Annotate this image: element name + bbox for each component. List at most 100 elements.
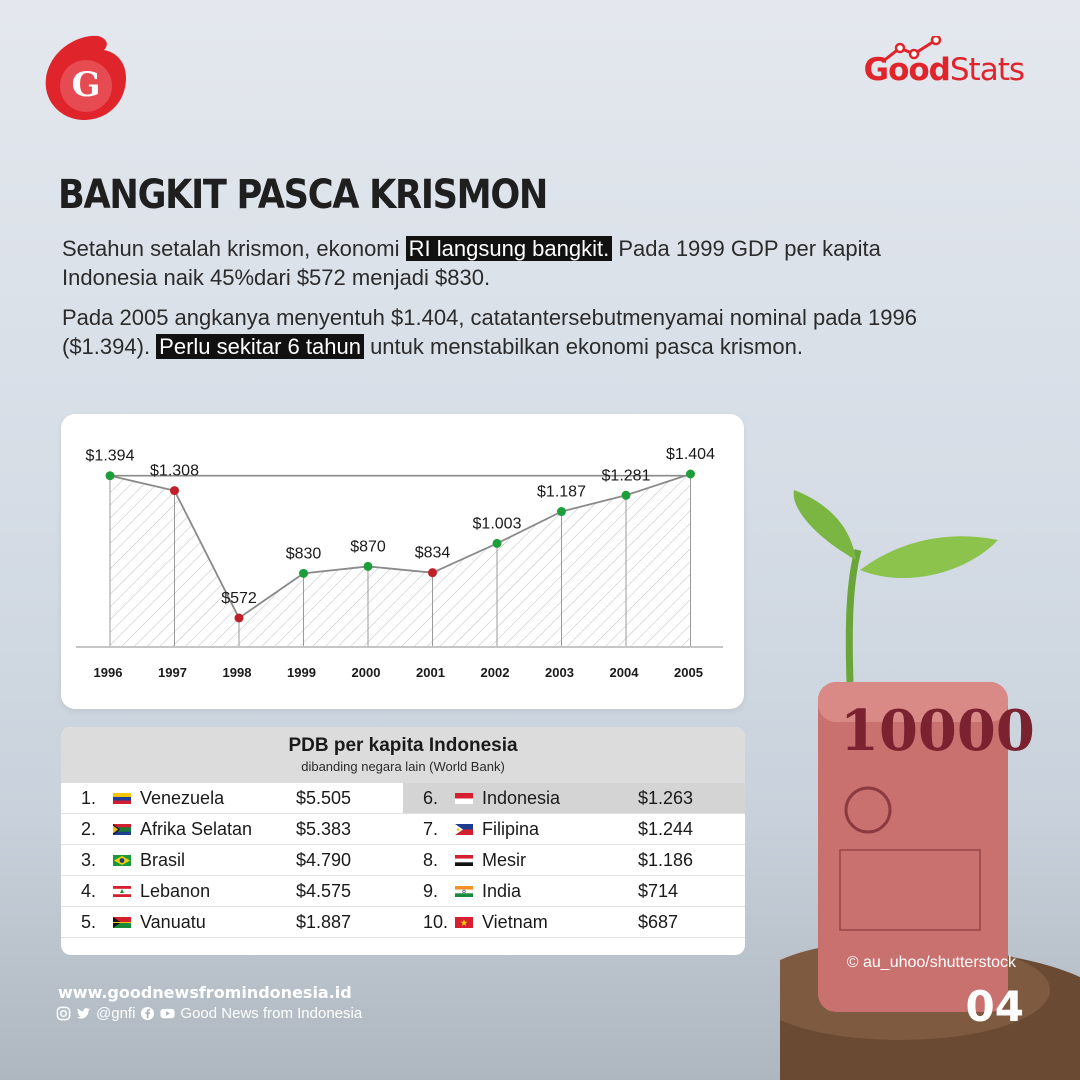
country-name: Filipina (482, 818, 540, 839)
country-name: Afrika Selatan (140, 818, 253, 839)
data-point (234, 613, 244, 623)
table-row: 9. India $714 (403, 876, 745, 907)
comparison-table: PDB per kapita Indonesia dibanding negar… (61, 727, 745, 955)
table-row: 3. Brasil $4.790 (61, 845, 403, 876)
data-point (170, 486, 179, 496)
plant-banknote-illustration: 10000 (780, 490, 1080, 1080)
youtube-icon[interactable] (160, 1006, 175, 1021)
table-title: PDB per kapita Indonesia (288, 735, 518, 756)
x-tick-label: 2005 (674, 665, 703, 680)
trend-icon (881, 36, 942, 64)
gdp-value: $1.887 (296, 911, 352, 932)
x-tick-label: 2002 (481, 665, 510, 680)
data-point (621, 490, 631, 500)
goodstats-light: Stats (949, 52, 1025, 88)
brazil-flag-icon (113, 854, 140, 866)
rank: 2. (81, 818, 97, 839)
facebook-icon[interactable] (140, 1006, 155, 1021)
chart-svg: $1.394 $1.308 $572 $830 $870 $834 $1.003 $1.187… (76, 446, 723, 680)
x-tick-label: 1997 (158, 665, 187, 680)
x-tick-label: 1996 (94, 665, 123, 680)
rank: 6. (423, 787, 439, 808)
table-row: 6. Indonesia $1.263 (403, 783, 745, 814)
table-row: 8. Mesir $1.186 (403, 845, 745, 876)
logo-letter: G (71, 65, 100, 105)
gdp-value: $1.186 (638, 849, 694, 870)
data-label: $1.394 (86, 448, 135, 465)
paragraph-2-text-b: untuk menstabilkan ekonomi pasca krismon… (363, 334, 803, 359)
philippines-flag-icon (455, 823, 482, 835)
paragraph-2: Pada 2005 angkanya menyentuh $1.404, cat… (62, 303, 922, 361)
series-line (109, 473, 691, 620)
data-label: $830 (286, 545, 322, 562)
paragraph-1-text-b: Pada 1999 GDP per kapita Indonesia naik … (62, 236, 881, 290)
country-name: Indonesia (482, 787, 561, 808)
gdp-value: $5.505 (296, 787, 352, 808)
x-tick-label: 2000 (352, 665, 381, 680)
x-tick-label: 1999 (287, 665, 316, 680)
table-column-left: 1. Venezuela $5.505 2. Afrika Selatan $5.383 3… (61, 783, 403, 938)
goodstats-logo: GoodStats (863, 36, 1025, 88)
rank: 7. (423, 818, 439, 839)
country-name: Brasil (140, 849, 186, 870)
table-row: 4. Lebanon $4.575 (61, 876, 403, 907)
vanuatu-flag-icon (113, 916, 140, 928)
country-name: Vietnam (482, 911, 548, 932)
rank: 3. (81, 849, 97, 870)
photo-credit: © au_uhoo/shutterstock (846, 954, 1016, 971)
rank: 10. (423, 911, 449, 932)
rank: 8. (423, 849, 439, 870)
data-label: $1.308 (150, 463, 199, 480)
website-link[interactable]: www.goodnewsfromindonesia.id (58, 983, 352, 1002)
instagram-icon[interactable] (56, 1006, 71, 1021)
table-subtitle: dibanding negara lain (World Bank) (301, 759, 505, 774)
country-name: Vanuatu (140, 911, 206, 932)
table-row: 7. Filipina $1.244 (403, 814, 745, 845)
data-label: $834 (415, 545, 451, 562)
indonesia-flag-icon (455, 792, 482, 804)
table-row: 1. Venezuela $5.505 (61, 783, 403, 814)
gdp-value: $4.790 (296, 849, 352, 870)
country-name: Lebanon (140, 880, 211, 901)
paragraph-1: Setahun setalah krismon, ekonomi RI lang… (62, 234, 922, 292)
paragraph-1-text-a: Setahun setalah krismon, ekonomi (62, 236, 406, 261)
gdp-value: $5.383 (296, 818, 352, 839)
gnfi-logo: G (45, 35, 127, 120)
table-column-right: 6. Indonesia $1.263 7. Filipina $1.244 8. Mesir… (403, 783, 745, 938)
data-label: $1.187 (537, 484, 586, 501)
rank: 5. (81, 911, 97, 932)
country-name: India (482, 880, 522, 901)
twitter-icon[interactable] (76, 1006, 91, 1021)
social-links: @gnfi Good News from Indonesia (56, 1005, 362, 1022)
table-header: PDB per kapita Indonesia dibanding negar… (61, 727, 745, 783)
data-point (428, 568, 437, 578)
chart-area-fill (110, 474, 691, 647)
social-handle[interactable]: @gnfi (96, 1005, 136, 1022)
country-name: Mesir (482, 849, 526, 870)
channel-name[interactable]: Good News from Indonesia (180, 1005, 363, 1022)
gdp-value: $1.263 (638, 787, 694, 808)
data-label: $572 (221, 590, 257, 607)
data-label: $1.404 (666, 446, 715, 463)
gdp-line-chart: $1.394 $1.308 $572 $830 $870 $834 $1.003 $1.187… (61, 414, 744, 709)
rank: 9. (423, 880, 439, 901)
data-label: $870 (350, 538, 386, 555)
x-tick-label: 2001 (416, 665, 445, 680)
page-number: 04 (965, 982, 1024, 1031)
gdp-value: $4.575 (296, 880, 352, 901)
south-africa-flag-icon (113, 823, 140, 835)
goodstats-bold: Good (863, 52, 951, 88)
table-row: 5. Vanuatu $1.887 (61, 907, 403, 938)
country-name: Venezuela (140, 787, 225, 808)
data-point (105, 471, 115, 481)
paragraph-2-text-a: Pada 2005 angkanya menyentuh $1.404, cat… (62, 305, 917, 359)
rank: 1. (81, 787, 97, 808)
data-label: $1.003 (473, 515, 522, 532)
rank: 4. (81, 880, 97, 901)
gdp-value: $1.244 (638, 818, 694, 839)
x-tick-label: 2003 (545, 665, 574, 680)
data-point (686, 469, 695, 479)
x-tick-label: 2004 (610, 665, 640, 680)
data-label: $1.281 (602, 467, 651, 484)
egypt-flag-icon (455, 854, 482, 866)
